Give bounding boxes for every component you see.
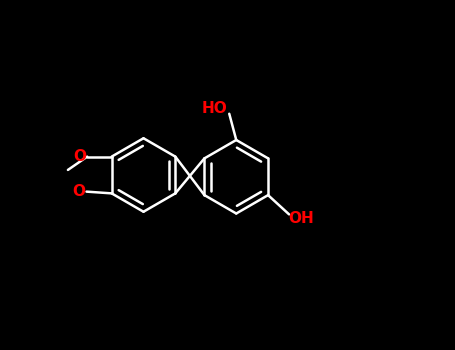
- Text: O: O: [72, 184, 85, 199]
- Text: HO: HO: [202, 101, 228, 116]
- Text: OH: OH: [288, 211, 313, 226]
- Text: O: O: [74, 149, 86, 164]
